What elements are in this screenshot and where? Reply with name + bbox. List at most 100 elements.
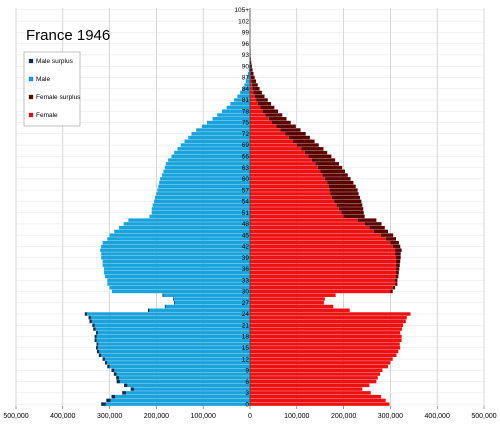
male-surplus-bar	[116, 376, 119, 380]
male-bar	[244, 83, 250, 87]
y-tick-label: 45	[242, 232, 250, 239]
male-bar	[163, 293, 250, 297]
female-bar	[250, 252, 396, 256]
female-bar	[250, 113, 266, 117]
male-bar	[249, 64, 250, 68]
male-bar	[163, 169, 250, 174]
female-surplus-bar	[257, 102, 272, 106]
female-bar	[250, 278, 396, 282]
female-surplus-bar	[322, 173, 348, 177]
male-bar	[91, 319, 250, 324]
female-bar	[250, 128, 281, 132]
male-surplus-bar	[104, 361, 108, 365]
female-bar	[250, 165, 318, 170]
female-bar	[250, 218, 358, 222]
male-bar	[98, 342, 250, 346]
female-surplus-bar	[331, 195, 360, 200]
male-surplus-bar	[96, 346, 98, 350]
female-bar	[250, 210, 342, 215]
female-surplus-bar	[329, 188, 358, 192]
male-bar	[174, 150, 250, 155]
y-tick-label: 51	[242, 210, 250, 217]
y-tick-label: 21	[242, 322, 250, 329]
female-bar	[250, 274, 397, 279]
male-bar	[104, 274, 250, 279]
female-bar	[250, 270, 397, 275]
male-surplus-bar	[84, 312, 88, 316]
y-tick-label: 9	[245, 368, 249, 375]
female-bar	[250, 379, 377, 384]
female-bar	[250, 225, 370, 230]
male-bar	[105, 402, 250, 406]
male-bar	[107, 278, 250, 282]
y-tick-label: 72	[242, 131, 250, 138]
female-bar	[250, 368, 383, 373]
bars	[84, 8, 411, 406]
male-surplus-bar	[106, 398, 111, 403]
male-bar	[246, 75, 250, 80]
male-bar	[191, 132, 250, 136]
male-bar	[101, 353, 251, 358]
x-tick-label: 0	[248, 413, 252, 420]
male-bar	[114, 229, 250, 234]
male-bar	[159, 180, 250, 185]
male-surplus-bar	[162, 293, 164, 297]
male-bar	[107, 361, 250, 365]
legend-swatch	[28, 58, 34, 64]
female-bar	[250, 105, 261, 110]
female-bar	[250, 387, 363, 391]
male-bar	[128, 218, 250, 222]
female-surplus-bar	[396, 263, 400, 267]
female-bar	[250, 158, 312, 162]
female-bar	[250, 334, 402, 339]
y-tick-label: 54	[242, 199, 250, 206]
legend-label: Female	[36, 112, 58, 119]
male-bar	[109, 364, 250, 369]
female-bar	[250, 267, 397, 271]
female-surplus-bar	[293, 139, 315, 144]
male-bar	[102, 259, 250, 264]
x-axis-ticks: 500,000 400,000 300,000 200,000 100,000 0 100,…	[3, 406, 497, 420]
male-bar	[230, 102, 250, 106]
chart-title: France 1946	[26, 27, 110, 44]
male-bar	[237, 94, 250, 98]
male-bar	[160, 177, 250, 181]
male-surplus-bar	[98, 353, 102, 358]
male-surplus-bar	[94, 334, 97, 339]
female-bar	[250, 233, 382, 237]
female-bar	[250, 240, 391, 245]
male-surplus-bar	[107, 364, 110, 369]
female-surplus-bar	[296, 143, 319, 147]
male-bar	[188, 135, 250, 140]
male-surplus-bar	[124, 383, 128, 388]
male-surplus-bar	[111, 394, 116, 399]
male-bar	[95, 327, 250, 331]
female-surplus-bar	[395, 252, 401, 256]
y-tick-label: 93	[242, 52, 250, 59]
legend-label: Male surplus	[36, 58, 74, 65]
female-surplus-bar	[395, 278, 398, 282]
female-bar	[250, 109, 263, 113]
y-tick-label: 69	[242, 142, 250, 149]
female-bar	[250, 177, 325, 181]
male-bar	[96, 334, 250, 339]
female-bar	[250, 237, 386, 241]
female-bar	[250, 162, 316, 166]
male-bar	[133, 387, 250, 391]
female-bar	[250, 346, 401, 350]
female-surplus-bar	[396, 274, 399, 279]
female-surplus-bar	[251, 79, 257, 83]
female-bar	[250, 361, 391, 365]
y-tick-label: 87	[242, 75, 250, 82]
female-bar	[250, 282, 396, 286]
female-bar	[250, 83, 252, 87]
male-surplus-bar	[173, 297, 175, 301]
male-bar	[168, 158, 250, 162]
male-surplus-bar	[164, 304, 166, 309]
female-surplus-bar	[330, 192, 359, 196]
male-surplus-bar	[96, 331, 98, 335]
female-bar	[250, 79, 252, 83]
female-surplus-bar	[262, 109, 279, 113]
female-surplus-bar	[250, 64, 252, 68]
